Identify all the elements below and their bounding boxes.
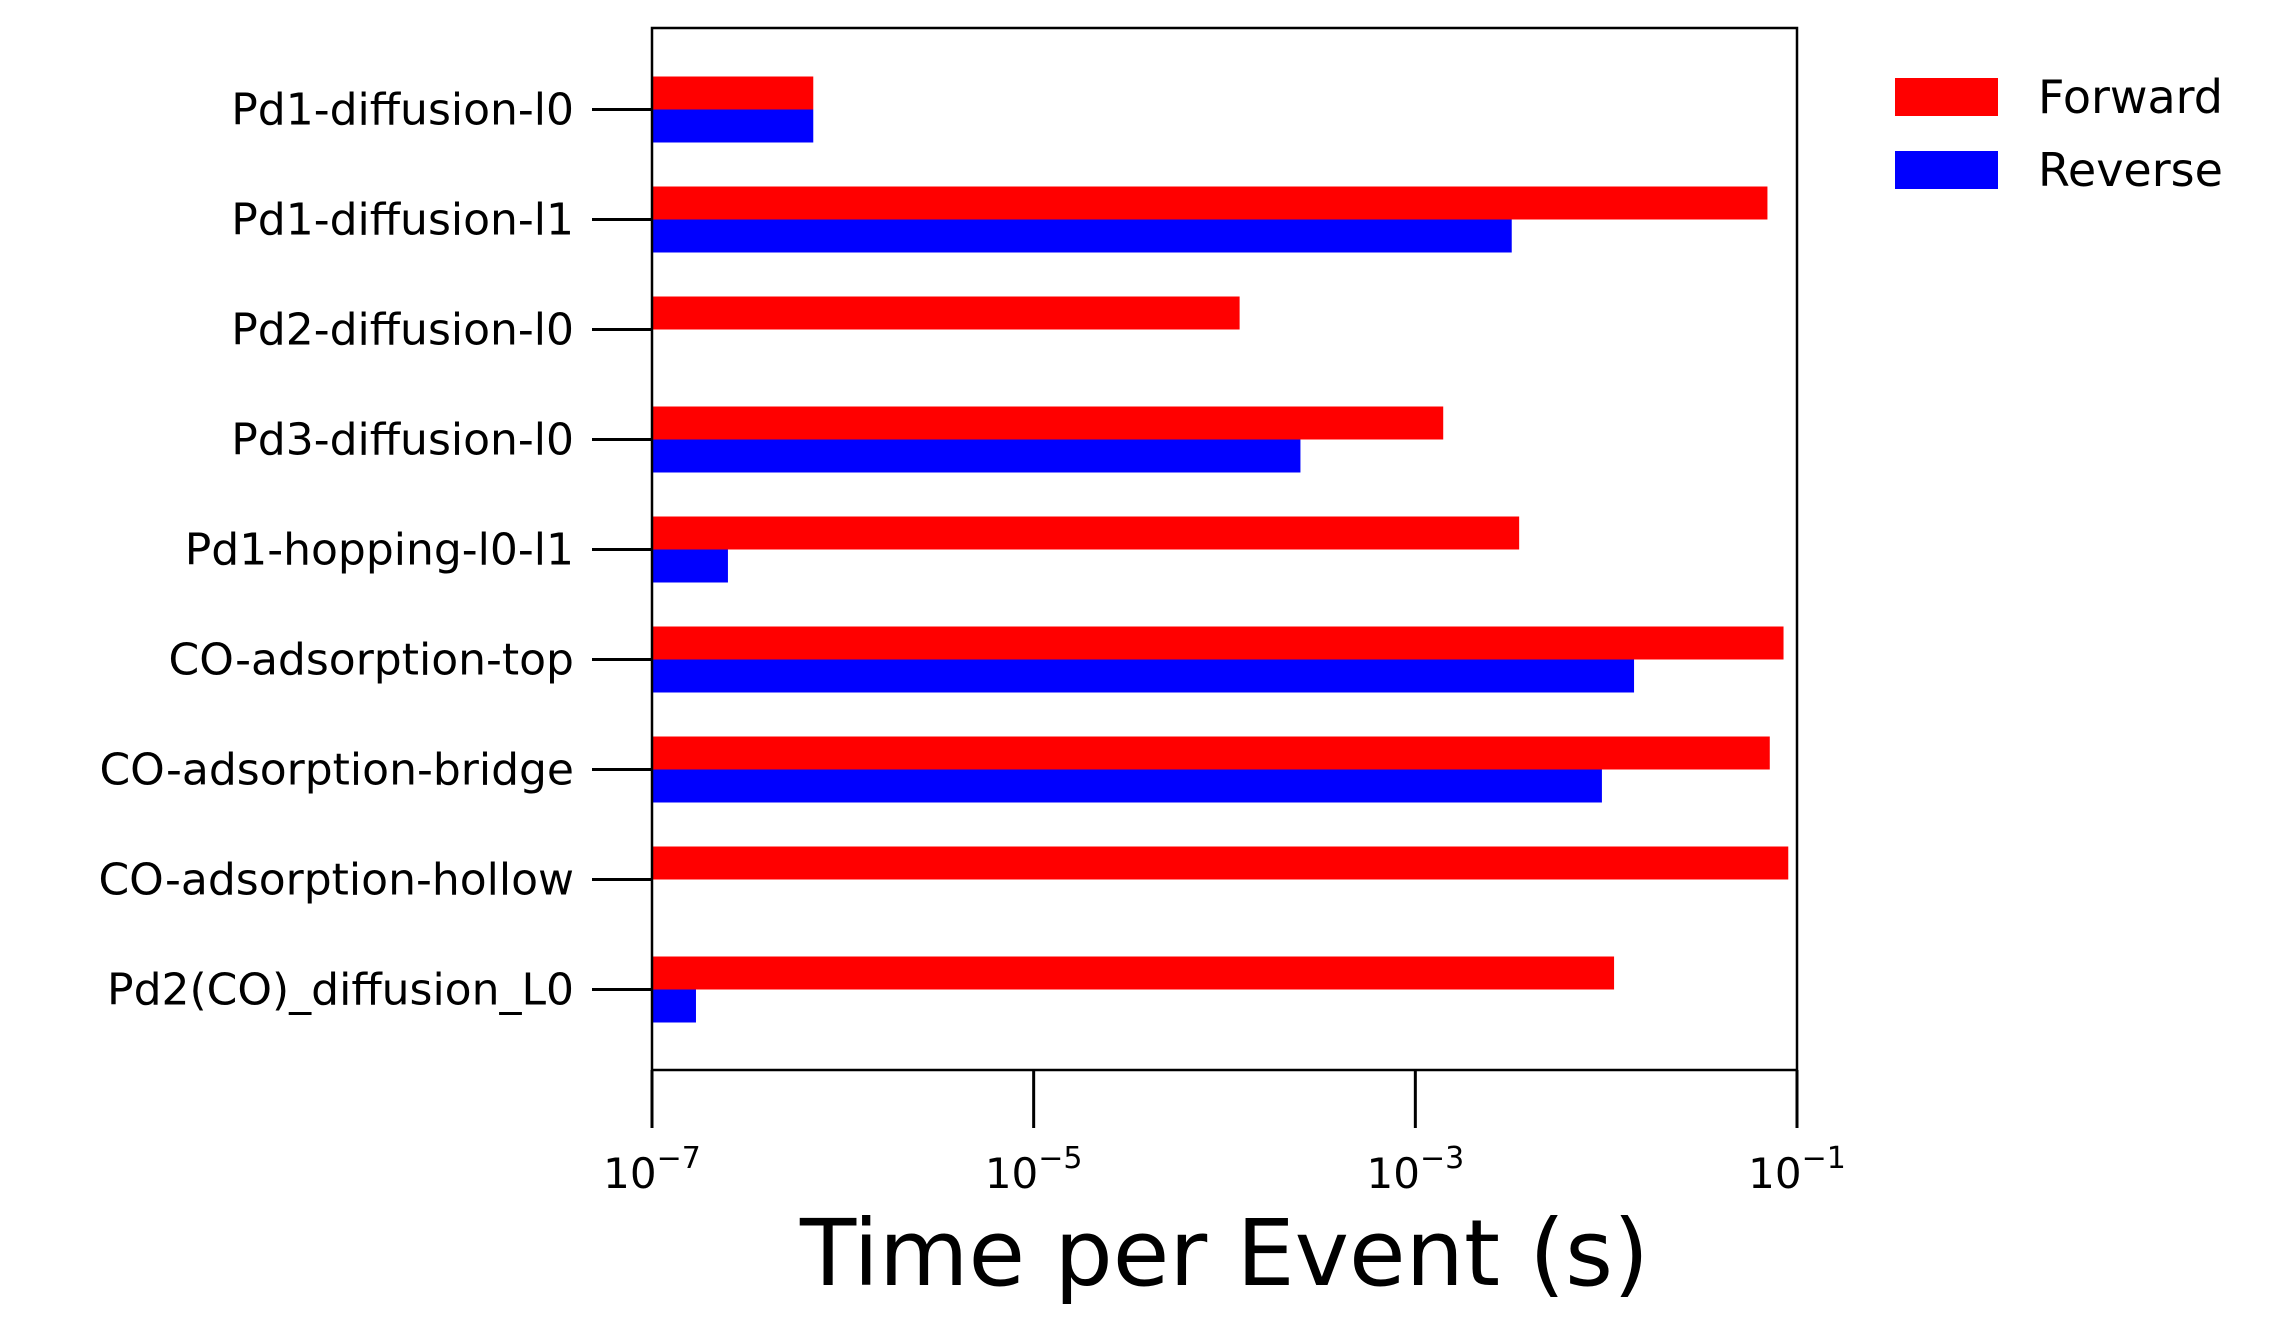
bar-forward-8 <box>652 956 1615 990</box>
bar-forward-5 <box>652 626 1784 660</box>
bar-forward-6 <box>652 736 1770 770</box>
x-tick-label-0: 10−7 <box>603 1141 701 1198</box>
legend-swatch-reverse <box>1895 151 1998 189</box>
x-tick-exponent-0: −7 <box>657 1141 701 1176</box>
y-tick-label-4: Pd1-hopping-l0-l1 <box>185 525 574 576</box>
bar-forward-0 <box>652 76 814 110</box>
bar-reverse-0 <box>652 109 814 143</box>
bars-group <box>652 76 1789 1023</box>
bar-reverse-5 <box>652 659 1635 693</box>
x-tick-label-3: 10−1 <box>1748 1141 1846 1198</box>
y-axis: Pd1-diffusion-l0 Pd1-diffusion-l1 Pd2-diff… <box>98 85 652 1016</box>
x-tick-label-1: 10−5 <box>985 1141 1083 1198</box>
bar-forward-1 <box>652 186 1768 220</box>
y-tick-label-0: Pd1-diffusion-l0 <box>231 85 574 136</box>
y-tick-label-7: CO-adsorption-hollow <box>98 855 574 906</box>
x-tick-exponent-3: −1 <box>1802 1141 1846 1176</box>
y-tick-label-5: CO-adsorption-top <box>169 635 574 686</box>
y-tick-label-3: Pd3-diffusion-l0 <box>231 415 574 466</box>
bar-reverse-1 <box>652 219 1512 253</box>
bar-reverse-4 <box>652 549 728 583</box>
x-tick-label-2: 10−3 <box>1366 1141 1464 1198</box>
x-axis-title: Time per Event (s) <box>799 1200 1649 1307</box>
x-axis: 10−7 10−5 10−3 10−1 <box>603 1070 1846 1198</box>
x-tick-base-1: 10 <box>985 1149 1038 1198</box>
y-tick-label-2: Pd2-diffusion-l0 <box>231 305 574 356</box>
bar-forward-2 <box>652 296 1240 330</box>
x-tick-base-0: 10 <box>603 1149 656 1198</box>
y-tick-label-8: Pd2(CO)_diffusion_L0 <box>107 965 574 1016</box>
bar-forward-7 <box>652 846 1789 880</box>
bar-forward-3 <box>652 406 1444 440</box>
x-tick-exponent-2: −3 <box>1420 1141 1464 1176</box>
bar-reverse-8 <box>652 989 696 1023</box>
bar-reverse-6 <box>652 769 1602 803</box>
x-tick-exponent-1: −5 <box>1038 1141 1082 1176</box>
x-tick-base-3: 10 <box>1748 1149 1801 1198</box>
bar-forward-4 <box>652 516 1520 550</box>
legend-label-forward: Forward <box>2038 70 2223 124</box>
plot-frame <box>650 26 1799 1072</box>
legend: Forward Reverse <box>1895 70 2223 197</box>
legend-label-reverse: Reverse <box>2038 143 2223 197</box>
y-tick-label-6: CO-adsorption-bridge <box>99 745 574 796</box>
legend-swatch-forward <box>1895 78 1998 116</box>
y-tick-label-1: Pd1-diffusion-l1 <box>231 195 574 246</box>
x-tick-base-2: 10 <box>1366 1149 1419 1198</box>
bar-reverse-3 <box>652 439 1301 473</box>
